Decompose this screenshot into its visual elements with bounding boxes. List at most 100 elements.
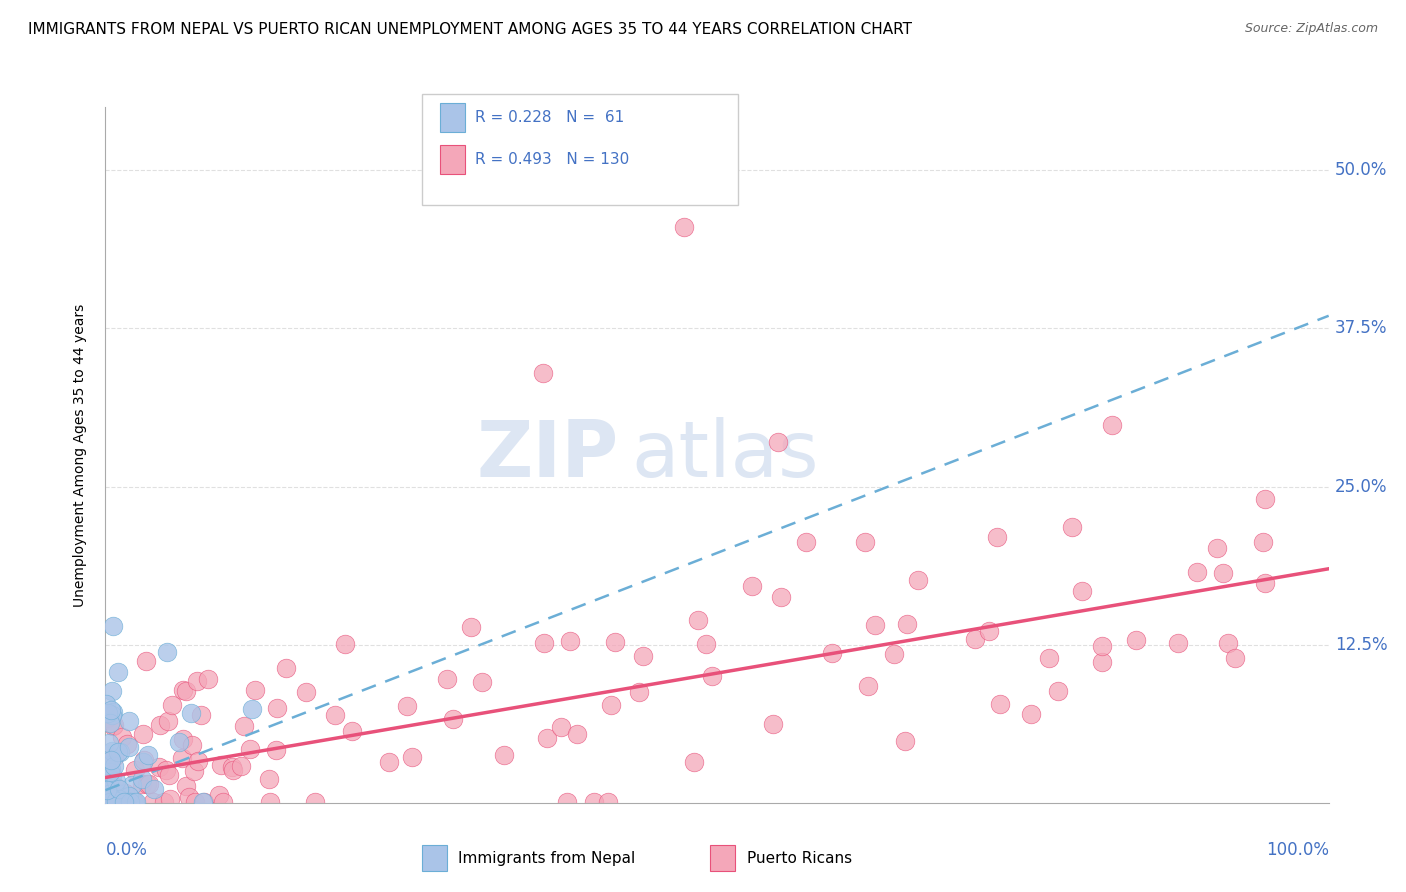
Point bbox=[162, 698, 184, 712]
Point bbox=[555, 795, 578, 809]
Point bbox=[323, 707, 346, 722]
Point bbox=[97, 795, 120, 809]
Point bbox=[112, 795, 135, 809]
Point bbox=[103, 719, 125, 733]
Point bbox=[460, 620, 482, 634]
Point bbox=[157, 768, 180, 782]
Point bbox=[1101, 417, 1123, 432]
Point bbox=[1062, 520, 1084, 534]
Text: 100.0%: 100.0% bbox=[1265, 841, 1329, 859]
Point bbox=[245, 683, 267, 698]
Point bbox=[118, 714, 141, 728]
Point bbox=[101, 618, 124, 632]
Point bbox=[101, 743, 124, 757]
Point bbox=[177, 789, 200, 804]
Point bbox=[766, 435, 789, 450]
Point bbox=[172, 732, 194, 747]
Point bbox=[672, 220, 695, 235]
Y-axis label: Unemployment Among Ages 35 to 44 years: Unemployment Among Ages 35 to 44 years bbox=[73, 303, 87, 607]
Point bbox=[1070, 584, 1092, 599]
Point bbox=[741, 579, 763, 593]
Point bbox=[108, 745, 131, 759]
Point bbox=[222, 763, 245, 777]
Point bbox=[1167, 635, 1189, 649]
Point bbox=[107, 665, 129, 679]
Point bbox=[135, 777, 157, 791]
Point bbox=[107, 781, 129, 796]
Point bbox=[565, 727, 588, 741]
Point bbox=[108, 795, 131, 809]
Point bbox=[118, 795, 141, 809]
Point bbox=[304, 795, 326, 809]
Point bbox=[193, 795, 215, 809]
Point bbox=[401, 750, 423, 764]
Point bbox=[1205, 541, 1227, 555]
Point bbox=[596, 795, 619, 809]
Point bbox=[174, 684, 197, 698]
Point bbox=[98, 795, 121, 809]
Point bbox=[100, 762, 122, 776]
Point bbox=[295, 685, 318, 699]
Point bbox=[101, 705, 124, 719]
Point bbox=[110, 793, 132, 807]
Point bbox=[132, 756, 155, 770]
Point bbox=[101, 768, 124, 782]
Point bbox=[103, 750, 125, 764]
Point bbox=[977, 624, 1000, 639]
Point bbox=[190, 707, 212, 722]
Point bbox=[149, 718, 172, 732]
Point bbox=[856, 679, 879, 693]
Point bbox=[1046, 683, 1069, 698]
Point bbox=[1212, 566, 1234, 580]
Point bbox=[259, 772, 281, 786]
Point bbox=[98, 764, 121, 779]
Point bbox=[221, 759, 243, 773]
Point bbox=[896, 617, 918, 632]
Point bbox=[986, 530, 1008, 544]
Point bbox=[97, 795, 120, 809]
Point bbox=[550, 720, 572, 734]
Point bbox=[98, 715, 121, 730]
Point bbox=[122, 795, 145, 809]
Point bbox=[599, 698, 621, 713]
Point bbox=[762, 716, 785, 731]
Point bbox=[121, 778, 143, 792]
Point bbox=[603, 635, 626, 649]
Point bbox=[492, 748, 515, 763]
Point bbox=[335, 637, 357, 651]
Point bbox=[1091, 655, 1114, 669]
Point bbox=[100, 753, 122, 767]
Point bbox=[96, 795, 118, 809]
Point bbox=[181, 738, 204, 752]
Point bbox=[100, 708, 122, 723]
Point bbox=[1091, 640, 1114, 654]
Point bbox=[186, 674, 208, 689]
Text: Immigrants from Nepal: Immigrants from Nepal bbox=[458, 851, 636, 865]
Point bbox=[101, 792, 124, 806]
Point bbox=[193, 795, 215, 809]
Point bbox=[963, 632, 986, 646]
Point bbox=[97, 706, 120, 721]
Point bbox=[94, 757, 117, 772]
Point bbox=[105, 780, 128, 794]
Text: 37.5%: 37.5% bbox=[1334, 319, 1388, 337]
Text: R = 0.228   N =  61: R = 0.228 N = 61 bbox=[475, 111, 624, 125]
Point bbox=[96, 795, 118, 809]
Point bbox=[209, 757, 232, 772]
Point bbox=[105, 773, 128, 788]
Point bbox=[232, 719, 254, 733]
Point bbox=[266, 701, 288, 715]
Point bbox=[105, 786, 128, 800]
Point bbox=[686, 613, 709, 627]
Point bbox=[240, 702, 263, 716]
Point bbox=[396, 699, 419, 714]
Text: 25.0%: 25.0% bbox=[1334, 477, 1388, 496]
Point bbox=[1223, 651, 1246, 665]
Point bbox=[131, 776, 153, 790]
Point bbox=[883, 647, 905, 661]
Point bbox=[112, 795, 135, 809]
Point bbox=[988, 697, 1011, 711]
Point bbox=[96, 783, 118, 797]
Point bbox=[97, 795, 120, 809]
Point bbox=[239, 742, 262, 756]
